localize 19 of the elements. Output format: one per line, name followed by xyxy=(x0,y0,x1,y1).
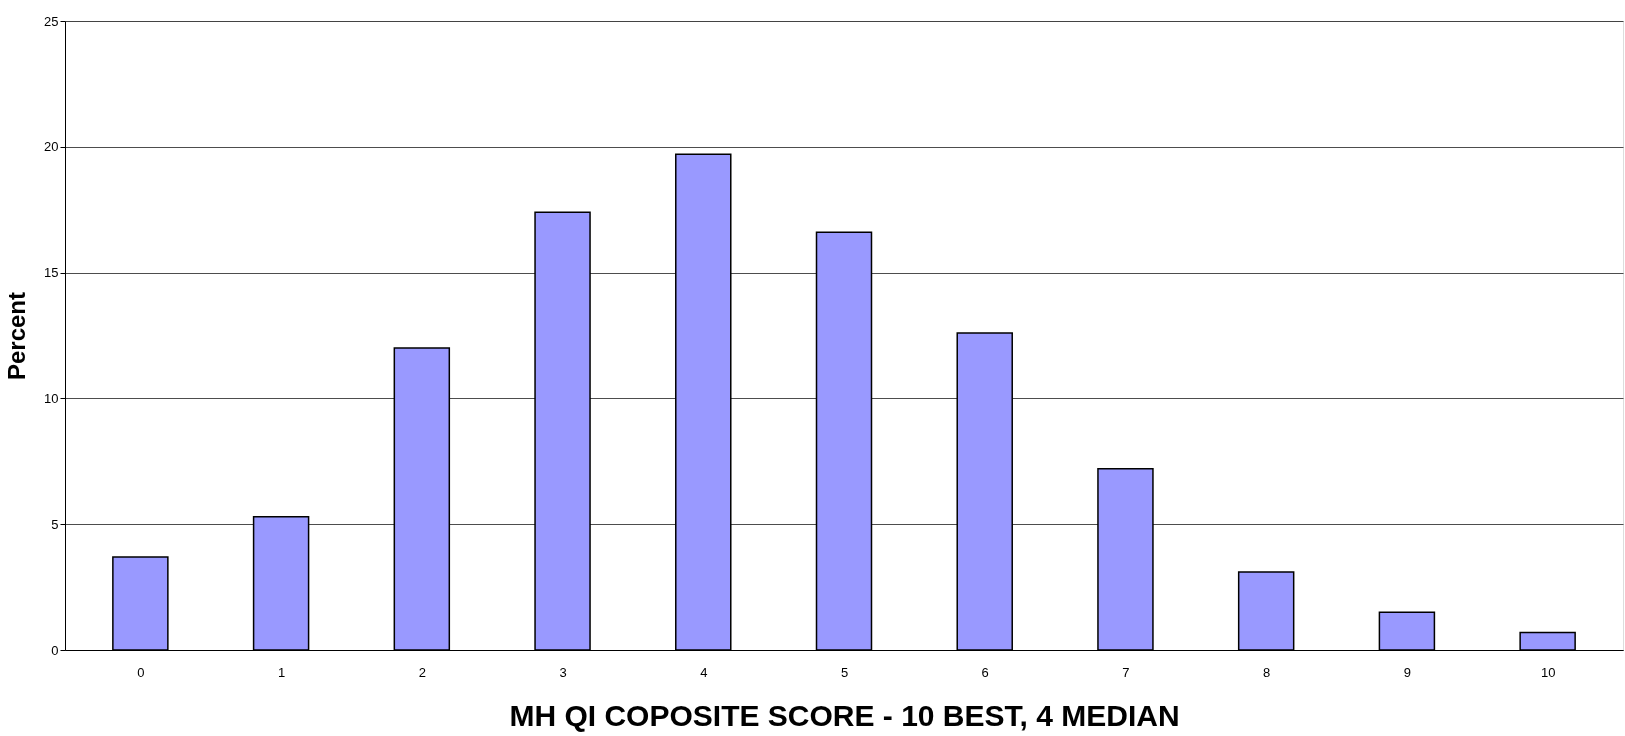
y-tick-label: 25 xyxy=(44,13,59,29)
y-tick-label: 15 xyxy=(44,265,59,281)
y-tick-label: 5 xyxy=(51,516,59,532)
x-tick-label: 3 xyxy=(559,664,567,680)
x-tick-label: 0 xyxy=(137,664,145,680)
y-tick-label: 10 xyxy=(44,390,59,406)
x-tick-label: 1 xyxy=(277,664,286,680)
x-tick-label: 2 xyxy=(418,664,426,680)
y-tick-label: 20 xyxy=(44,139,59,155)
x-axis-title: MH QI COPOSITE SCORE - 10 BEST, 4 MEDIAN xyxy=(509,698,1180,732)
x-tick-label: 5 xyxy=(840,664,849,680)
x-tick-label: 10 xyxy=(1540,664,1556,680)
x-tick-label: 7 xyxy=(1122,664,1130,680)
y-axis-title: Percent xyxy=(3,291,31,381)
y-tick-label: 0 xyxy=(51,642,59,658)
x-tick-label: 4 xyxy=(700,664,708,680)
x-tick-label: 9 xyxy=(1403,664,1412,680)
x-tick-label: 8 xyxy=(1263,664,1271,680)
x-tick-label: 6 xyxy=(981,664,989,680)
